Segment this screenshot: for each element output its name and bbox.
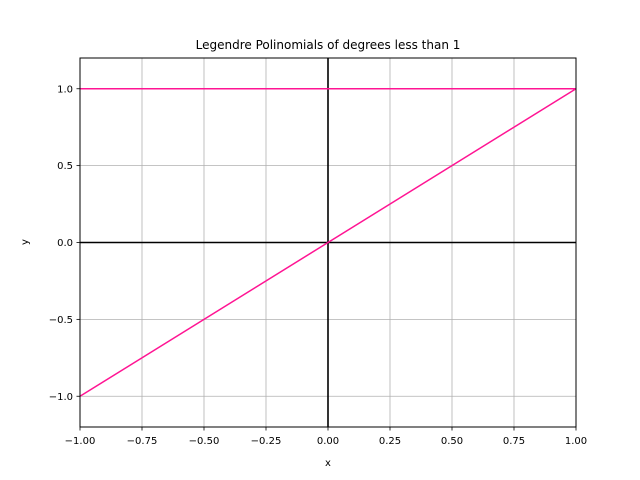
series-line-1 bbox=[79, 88, 577, 397]
chart-title: Legendre Polinomials of degrees less tha… bbox=[196, 38, 461, 52]
x-tick-label-5: 0.25 bbox=[379, 436, 401, 447]
x-tick-label-3: −0.25 bbox=[251, 436, 282, 447]
y-tick-label-2: 0.0 bbox=[57, 238, 73, 249]
x-axis-ticks: −1.00 −0.75 −0.50 −0.25 0.00 0.25 0.50 0.75 1.00 bbox=[65, 427, 587, 447]
x-tick-label-6: 0.50 bbox=[441, 436, 463, 447]
x-tick-label-2: −0.50 bbox=[189, 436, 220, 447]
series-lines bbox=[79, 88, 577, 397]
y-tick-label-1: −0.5 bbox=[49, 315, 73, 326]
x-tick-label-7: 0.75 bbox=[503, 436, 525, 447]
y-tick-label-4: 1.0 bbox=[57, 84, 73, 95]
y-tick-label-0: −1.0 bbox=[49, 392, 73, 403]
y-tick-label-3: 0.5 bbox=[57, 161, 73, 172]
x-axis-label: x bbox=[325, 458, 331, 469]
x-tick-label-4: 0.00 bbox=[317, 436, 339, 447]
x-tick-label-0: −1.00 bbox=[65, 436, 96, 447]
y-axis-ticks: −1.0 −0.5 0.0 0.5 1.0 bbox=[49, 84, 80, 403]
y-axis-label: y bbox=[20, 239, 31, 245]
x-tick-label-1: −0.75 bbox=[127, 436, 158, 447]
x-tick-label-8: 1.00 bbox=[565, 436, 587, 447]
